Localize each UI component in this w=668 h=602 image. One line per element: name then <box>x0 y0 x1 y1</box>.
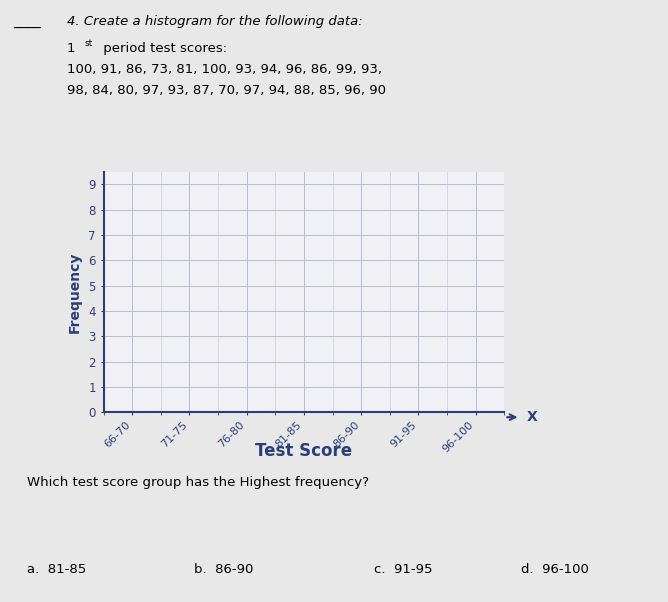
Y-axis label: Frequency: Frequency <box>67 251 81 333</box>
Text: st: st <box>84 39 92 48</box>
Text: ____: ____ <box>13 15 41 29</box>
Text: X: X <box>526 410 537 424</box>
Text: a.  81-85: a. 81-85 <box>27 563 86 576</box>
Text: 100, 91, 86, 73, 81, 100, 93, 94, 96, 86, 99, 93,: 100, 91, 86, 73, 81, 100, 93, 94, 96, 86… <box>67 63 382 76</box>
Text: c.  91-95: c. 91-95 <box>374 563 433 576</box>
Text: b.  86-90: b. 86-90 <box>194 563 253 576</box>
Text: 4. Create a histogram for the following data:: 4. Create a histogram for the following … <box>67 15 363 28</box>
Text: 1: 1 <box>67 42 75 55</box>
Text: period test scores:: period test scores: <box>99 42 227 55</box>
Text: Which test score group has the Highest frequency?: Which test score group has the Highest f… <box>27 476 369 489</box>
Text: 98, 84, 80, 97, 93, 87, 70, 97, 94, 88, 85, 96, 90: 98, 84, 80, 97, 93, 87, 70, 97, 94, 88, … <box>67 84 386 98</box>
Text: d.  96-100: d. 96-100 <box>521 563 589 576</box>
Text: Test Score: Test Score <box>255 442 353 461</box>
